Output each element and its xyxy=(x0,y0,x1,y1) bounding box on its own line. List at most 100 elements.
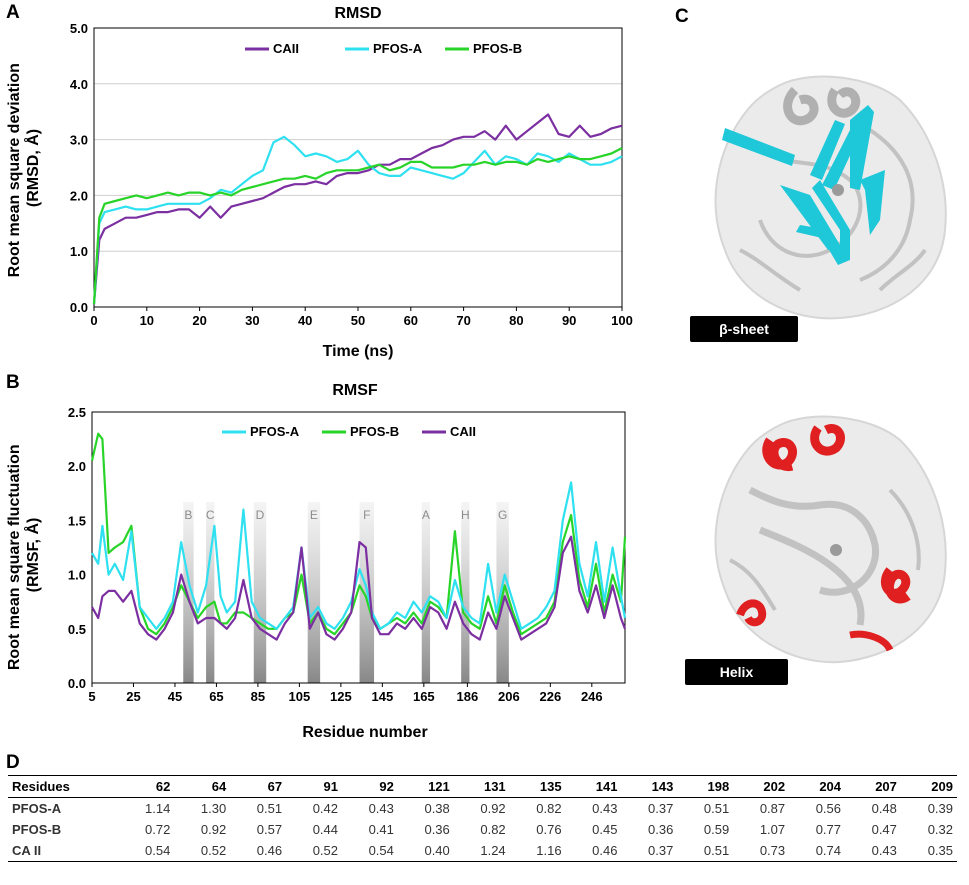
table-cell: 0.37 xyxy=(648,801,674,816)
y-tick-label: 4.0 xyxy=(70,77,88,92)
table-cell: 0.46 xyxy=(592,843,618,858)
table-cell: 0.37 xyxy=(648,843,674,858)
table-cell: 0.51 xyxy=(256,801,283,816)
table-cell: 0.73 xyxy=(759,843,786,858)
series-line-pfos-b xyxy=(92,147,623,305)
y-tick-label: 0.5 xyxy=(68,622,86,637)
region-label-C: C xyxy=(206,508,215,522)
y-tick-label: 1.0 xyxy=(68,568,86,583)
table-cell: 0.82 xyxy=(536,801,562,816)
table-cell: 0.59 xyxy=(703,822,730,837)
table-cell: PFOS-A xyxy=(12,801,62,816)
series-line-caii xyxy=(91,535,627,641)
table-cell: 0.72 xyxy=(145,822,171,837)
table-cell: 0.56 xyxy=(815,801,842,816)
legend-label-pfos-a: PFOS-A xyxy=(373,41,423,56)
table-cell: 0.54 xyxy=(368,843,394,858)
table-header-cell: 207 xyxy=(845,775,901,798)
legend-label-pfos-b: PFOS-B xyxy=(473,41,522,56)
x-tick-label: 90 xyxy=(562,313,576,328)
table-header-cell: 143 xyxy=(621,775,678,798)
region-label-E: E xyxy=(310,508,318,522)
legend-label-caii: CAII xyxy=(273,41,299,56)
x-tick-label: 30 xyxy=(245,313,259,328)
x-tick-label: 226 xyxy=(539,689,561,704)
x-tick-label: 0 xyxy=(90,313,97,328)
region-label-D: D xyxy=(256,508,265,522)
rmsd-x-axis-title: Time (ns) xyxy=(323,343,394,360)
x-tick-label: 40 xyxy=(298,313,312,328)
table-cell: 0.32 xyxy=(927,822,953,837)
table-cell: 0.54 xyxy=(145,843,171,858)
region-band-H xyxy=(461,502,470,683)
legend-label-caii: CAII xyxy=(450,424,476,439)
region-band-D xyxy=(253,502,267,683)
plot-area-frame xyxy=(93,27,623,308)
table-cell: 1.16 xyxy=(536,843,562,858)
series-line-pfos-a xyxy=(92,135,623,305)
y-tick-label: 1.0 xyxy=(70,244,88,259)
x-tick-label: 80 xyxy=(509,313,523,328)
panel-label-d: D xyxy=(6,752,20,773)
table-cell: 0.92 xyxy=(480,801,506,816)
table-cell: 0.82 xyxy=(480,822,506,837)
table-cell: 0.44 xyxy=(312,822,338,837)
y-tick-label: 0.0 xyxy=(68,676,86,691)
table-cell: PFOS-B xyxy=(12,822,62,837)
table-cell: 0.57 xyxy=(256,822,283,837)
table-header-cell: 64 xyxy=(174,775,231,798)
beta-sheet-label: β-sheet xyxy=(690,316,798,342)
table-header-cell: Residues xyxy=(8,775,119,798)
legend-label-pfos-b: PFOS-B xyxy=(350,424,399,439)
table-cell: 0.52 xyxy=(200,843,227,858)
helix-structure xyxy=(714,415,947,664)
x-tick-label: 70 xyxy=(456,313,470,328)
table-cell: 0.51 xyxy=(703,843,730,858)
rmsd-chart-title: RMSD xyxy=(334,5,381,22)
rmsf-values-table: Residues 62 64 67 91 92 121 131 135 141 143 198 202 2… xyxy=(8,775,957,862)
rmsf-chart-title: RMSF xyxy=(332,382,378,399)
x-tick-label: 165 xyxy=(413,689,435,704)
x-tick-label: 25 xyxy=(126,689,140,704)
region-label-F: F xyxy=(363,508,370,522)
rmsf-x-axis-title: Residue number xyxy=(302,724,427,741)
table-cell: 0.43 xyxy=(368,801,394,816)
panel-label-c: C xyxy=(675,6,689,27)
panel-label-a: A xyxy=(6,2,20,23)
region-label-H: H xyxy=(461,508,470,522)
x-tick-label: 145 xyxy=(371,689,393,704)
region-band-A xyxy=(421,502,431,683)
table-cell: 0.36 xyxy=(424,822,450,837)
x-tick-label: 85 xyxy=(251,689,265,704)
table-row: PFOS-B 0.72 0.92 0.57 0.44 0.41 0.36 0.82 0.76 0.… xyxy=(8,819,957,840)
y-tick-label: 2.0 xyxy=(68,459,86,474)
table-header-cell: 131 xyxy=(453,775,510,798)
table-header-cell: 67 xyxy=(230,775,287,798)
table-cell: 0.39 xyxy=(927,801,953,816)
table-row: PFOS-A 1.14 1.30 0.51 0.42 0.43 0.38 0.92 0.82 0.… xyxy=(8,798,957,820)
x-tick-label: 45 xyxy=(168,689,182,704)
table-header-cell: 62 xyxy=(118,775,175,798)
x-tick-label: 20 xyxy=(192,313,206,328)
table-cell: 0.46 xyxy=(256,843,283,858)
series-line-caii xyxy=(92,113,623,305)
table-cell: 0.74 xyxy=(815,843,842,858)
table-header-cell: 121 xyxy=(397,775,454,798)
helix-label: Helix xyxy=(685,659,788,685)
table-cell: 0.35 xyxy=(927,843,953,858)
y-tick-label: 5.0 xyxy=(70,21,88,36)
table-cell: 0.40 xyxy=(424,843,450,858)
x-tick-label: 125 xyxy=(330,689,352,704)
y-tick-label: 2.5 xyxy=(68,405,86,420)
x-tick-label: 105 xyxy=(289,689,311,704)
table-cell: 0.38 xyxy=(424,801,450,816)
legend-label-pfos-a: PFOS-A xyxy=(250,424,300,439)
table-header-cell: 198 xyxy=(677,775,734,798)
x-tick-label: 100 xyxy=(611,313,633,328)
table-header-row: Residues 62 64 67 91 92 121 131 135 141 143 198 202 2… xyxy=(8,775,957,798)
table-cell: 0.45 xyxy=(592,822,618,837)
table-cell: 0.47 xyxy=(871,822,897,837)
x-tick-label: 186 xyxy=(457,689,479,704)
table-header-cell: 135 xyxy=(509,775,566,798)
region-label-A: A xyxy=(422,508,430,522)
